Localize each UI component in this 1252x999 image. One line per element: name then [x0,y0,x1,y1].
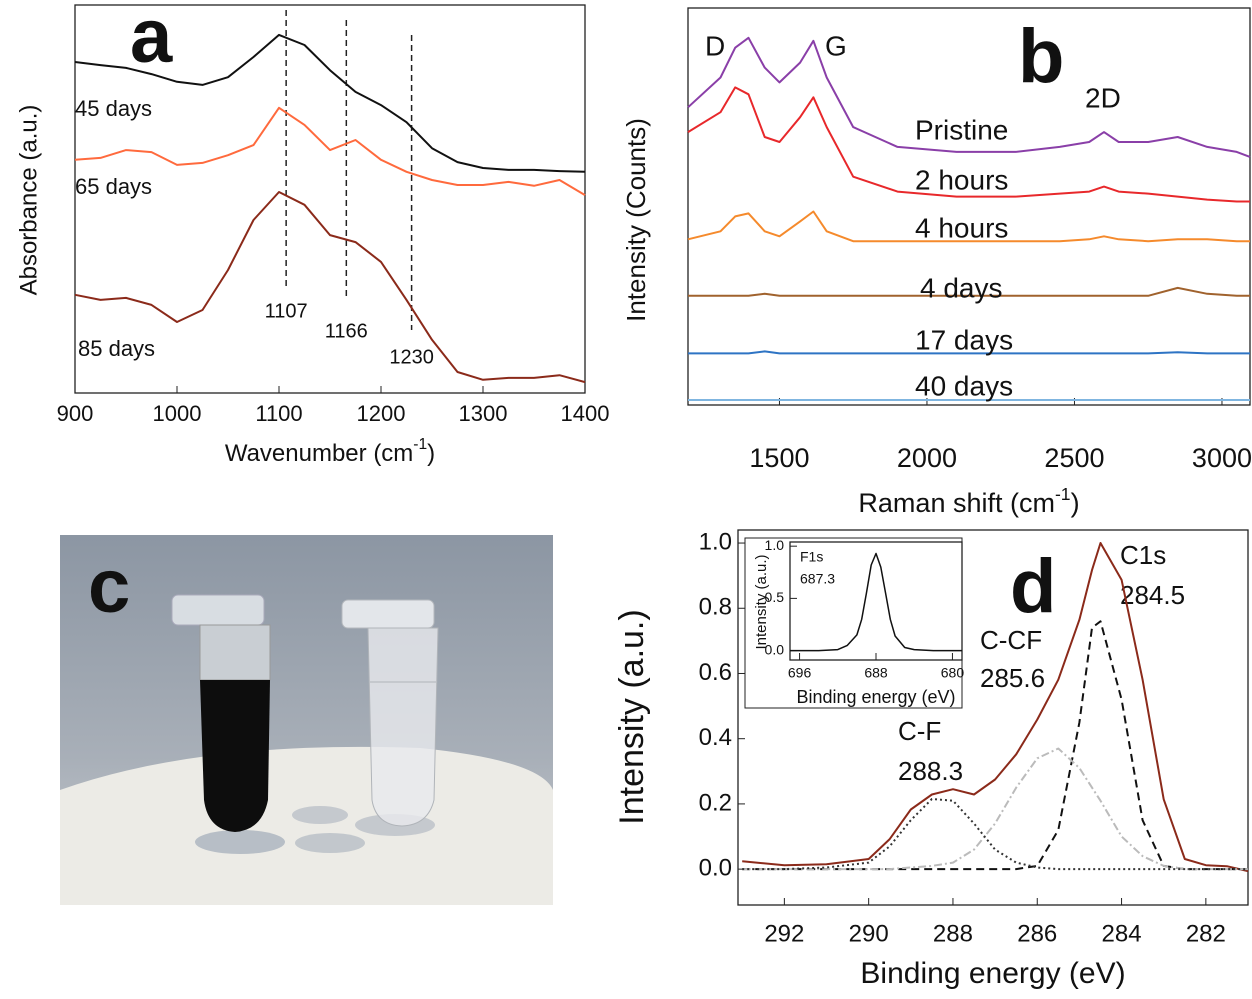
plot-frame [687,7,1251,406]
tube-cap [341,599,435,629]
series-label: 65 days [75,174,152,199]
x-tick-label: 3000 [1192,443,1252,473]
x-tick-label: 282 [1186,920,1226,947]
y-axis-label: Absorbance (a.u.) [15,105,42,296]
foam-rack [60,746,553,905]
series-label: 45 days [75,96,152,121]
series-label: 85 days [78,336,155,361]
plot-frame [74,4,586,394]
series-label: 4 hours [915,212,1008,243]
series-label: Pristine [915,114,1008,145]
peak-position: 284.5 [1120,580,1185,610]
series-label: 17 days [915,324,1013,355]
series-label: 2 hours [915,164,1008,195]
reference-label: 1166 [325,320,368,342]
inset-annotation: 687.3 [800,571,835,587]
x-axis-label: Raman shift (cm-1) [858,484,1079,518]
y-tick-label: 1.0 [765,537,785,553]
x-tick-label: 1400 [561,401,610,426]
photo [60,535,553,905]
rack-hole [195,830,285,854]
panel-label: a [130,0,173,79]
y-axis-label: Intensity (Counts) [621,118,651,322]
x-axis-label: Binding energy (eV) [860,957,1125,990]
y-tick-label: 0.8 [699,594,732,621]
x-axis-label-part: Binding energy (eV) [860,957,1125,990]
x-axis-label: Wavenumber (cm-1) [225,436,435,467]
x-tick-label: 1200 [357,401,406,426]
series-line [688,350,1250,355]
series-line [688,286,1250,297]
series-line [742,798,1248,871]
rack-hole [295,833,365,853]
series-line [687,210,1250,243]
rack-hole [292,806,348,824]
plot-frame [737,529,1249,906]
y-axis-label: Intensity (a.u.) [613,609,651,824]
black-tube [200,680,270,832]
x-tick-label: 696 [788,665,812,681]
x-axis-label: Binding energy (eV) [796,687,955,707]
y-tick-label: 0.2 [699,789,732,816]
y-tick-label: 0.0 [699,854,732,881]
x-axis-label-part: -1 [413,436,427,453]
x-tick-label: 1100 [255,401,302,426]
x-tick-label: 680 [941,665,965,681]
clear-tube [367,627,439,827]
x-tick-label: 1000 [153,401,202,426]
tube-top [199,624,271,681]
x-axis-label-part: ) [427,440,435,467]
series-line [687,36,1251,158]
series-line [742,542,1249,873]
panel-label: d [1010,544,1056,629]
x-tick-label: 688 [864,665,888,681]
series-line [74,106,586,196]
reference-label: 1230 [389,346,434,368]
x-axis-label-part: Raman shift (cm [858,488,1055,518]
x-tick-label: 290 [849,920,889,947]
peak-position: 288.3 [898,756,963,786]
series-line [687,86,1250,203]
y-tick-label: 0.0 [765,641,785,657]
y-axis-label: Intensity (a.u.) [753,554,770,649]
x-tick-label: 286 [1017,920,1057,947]
x-tick-label: 288 [933,920,973,947]
x-tick-label: 292 [764,920,804,947]
x-tick-label: 1500 [749,443,809,473]
peak-label: G [825,30,847,61]
y-tick-label: 0.4 [699,724,732,751]
x-axis-label-part: -1 [1055,484,1071,504]
series-line [74,33,586,173]
series-line [74,191,586,384]
inset-title: F1s [800,549,823,565]
inset-box [744,537,963,709]
x-axis-label-part: ) [1071,488,1080,518]
panel-label: b [1018,14,1064,99]
peak-name: C-CF [980,625,1042,655]
x-tick-label: 2500 [1044,443,1104,473]
series-label: 40 days [915,370,1013,401]
tube-cap [171,594,265,626]
x-tick-label: 284 [1102,920,1142,947]
y-tick-label: 1.0 [699,528,732,555]
series-label: 4 days [920,272,1003,303]
peak-name: C1s [1120,540,1166,570]
y-tick-label: 0.5 [765,589,785,605]
peak-position: 285.6 [980,663,1045,693]
reference-label: 1107 [265,300,308,322]
peak-label: D [705,30,725,61]
x-axis-label-part: Wavenumber (cm [225,440,413,467]
peak-name: C-F [898,716,941,746]
x-tick-label: 900 [57,401,94,426]
series-line [742,747,1248,871]
peak-label: 2D [1085,82,1121,113]
y-tick-label: 0.6 [699,659,732,686]
panel-label: c [88,544,130,629]
series-line [790,552,962,652]
x-tick-label: 2000 [897,443,957,473]
series-line [742,620,1248,871]
x-tick-label: 1300 [459,401,508,426]
x-axis-label-part: Binding energy (eV) [796,687,955,707]
